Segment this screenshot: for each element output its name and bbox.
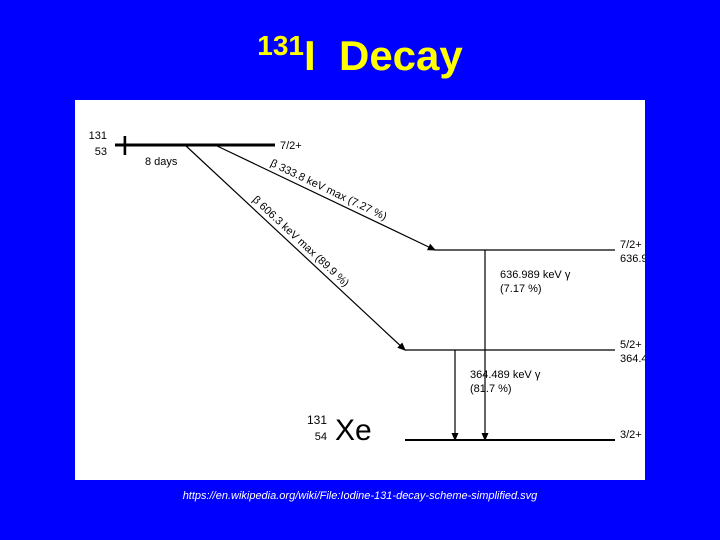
beta-label: β 333.8 keV max (7.27 %) — [268, 157, 388, 223]
level-energy: 364.49 — [620, 353, 645, 365]
parent-z: 53 — [95, 146, 107, 158]
gamma-label: 636.989 keV γ — [500, 269, 571, 281]
mass-superscript: 131 — [257, 30, 304, 61]
beta-arrow — [215, 145, 435, 250]
gamma-fraction: (81.7 %) — [470, 383, 512, 395]
parent-halflife: 8 days — [145, 156, 178, 168]
title-word: Decay — [339, 32, 463, 79]
parent-mass: 131 — [89, 130, 107, 142]
daughter-mass: 131 — [307, 413, 327, 427]
citation-url: https://en.wikipedia.org/wiki/File:Iodin… — [0, 490, 720, 502]
element-symbol: I — [304, 32, 316, 79]
slide-title: 131I Decay — [0, 30, 720, 80]
level-spin: 3/2+ — [620, 429, 642, 441]
level-spin: 5/2+ — [620, 339, 642, 351]
level-energy: 636.99 — [620, 253, 645, 265]
gamma-fraction: (7.17 %) — [500, 283, 542, 295]
decay-diagram-panel: 131 53 I 8 days 7/2+ β 333.8 keV max (7.27 %)… — [75, 100, 645, 480]
decay-scheme-svg: 131 53 I 8 days 7/2+ β 333.8 keV max (7.27 %)… — [75, 100, 645, 480]
parent-symbol: I — [121, 130, 129, 161]
daughter-z: 54 — [315, 431, 327, 443]
gamma-label: 364.489 keV γ — [470, 369, 541, 381]
beta-label: β 606.3 keV max (89.9 %) — [250, 194, 351, 290]
level-spin: 7/2+ — [620, 239, 642, 251]
daughter-symbol: Xe — [335, 414, 372, 447]
parent-spin: 7/2+ — [280, 140, 302, 152]
